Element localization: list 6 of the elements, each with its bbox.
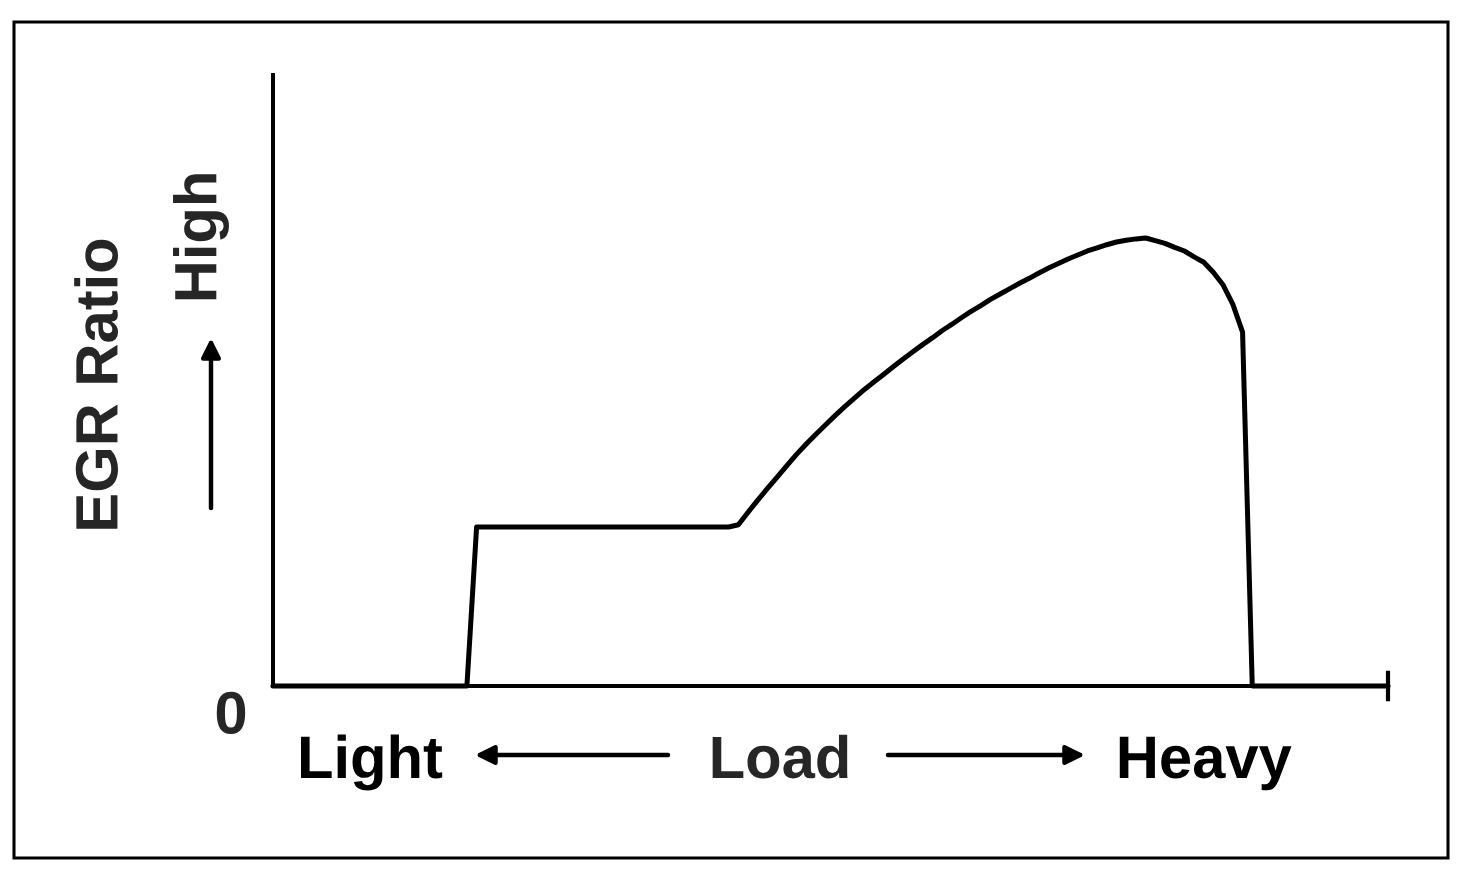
x-tick-label: Heavy xyxy=(1119,736,1292,791)
text: High xyxy=(173,174,229,300)
x-axis-title: Load xyxy=(712,734,848,779)
text: 0 xyxy=(216,691,246,735)
y-axis-title: EGR Ratio xyxy=(74,239,119,529)
x-tick-label: Light xyxy=(301,734,443,791)
